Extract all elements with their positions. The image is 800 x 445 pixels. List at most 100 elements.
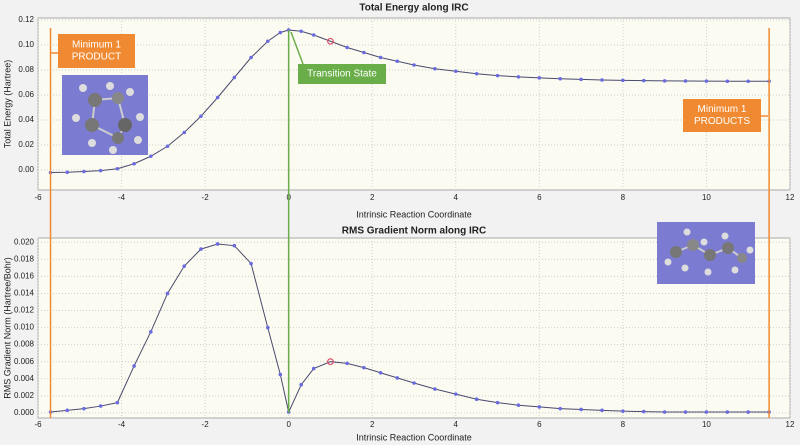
- point: [115, 166, 120, 171]
- point: [82, 406, 86, 411]
- point: [265, 325, 270, 330]
- y-tick-label: 0.018: [14, 254, 35, 263]
- x-tick-label: 8: [621, 420, 626, 429]
- x-tick-label: 4: [454, 193, 459, 202]
- point: [412, 381, 416, 385]
- y-tick-label: 0.00: [18, 165, 34, 174]
- x-tick-label: 10: [702, 420, 711, 429]
- point: [641, 409, 646, 414]
- point: [725, 410, 730, 414]
- point: [182, 130, 187, 135]
- point: [98, 168, 103, 173]
- point: [600, 408, 604, 413]
- point: [746, 79, 751, 84]
- x-tick-label: 8: [621, 193, 626, 202]
- point: [537, 405, 542, 409]
- y-tick-label: 0.016: [14, 271, 35, 280]
- point: [516, 403, 521, 408]
- point: [132, 161, 136, 166]
- y-axis-title: RMS Gradient Norm (Hartree/Bohr): [2, 257, 12, 399]
- point: [600, 78, 604, 82]
- y-tick-label: 0.000: [14, 408, 35, 417]
- x-tick-label: 10: [702, 193, 711, 202]
- point: [82, 169, 86, 174]
- point: [453, 392, 458, 396]
- x-tick-label: -6: [34, 420, 42, 429]
- point: [199, 114, 203, 119]
- y-tick-label: 0.020: [14, 237, 35, 246]
- annotation-text: PRODUCTS: [694, 116, 750, 127]
- point: [149, 330, 153, 334]
- point: [641, 78, 646, 83]
- annotation-box: [683, 99, 761, 132]
- chart-title: RMS Gradient Norm along IRC: [342, 226, 486, 237]
- x-tick-label: 6: [537, 420, 542, 429]
- point: [249, 261, 253, 266]
- x-tick-label: 2: [370, 193, 375, 202]
- y-tick-label: 0.10: [18, 40, 34, 49]
- annotation-text: PRODUCT: [72, 52, 121, 63]
- annotation-text: Minimum 1: [698, 104, 747, 115]
- point: [98, 404, 103, 408]
- point: [704, 79, 709, 83]
- point: [516, 75, 521, 79]
- point: [65, 170, 70, 175]
- x-tick-label: 12: [786, 193, 795, 202]
- point: [725, 79, 730, 84]
- point: [232, 75, 237, 80]
- x-tick-label: 0: [286, 420, 291, 429]
- point: [558, 76, 563, 81]
- y-tick-label: 0.12: [18, 15, 34, 24]
- y-tick-label: 0.02: [18, 140, 34, 149]
- point: [165, 144, 170, 149]
- x-tick-label: 2: [370, 420, 375, 429]
- point: [165, 291, 170, 296]
- point: [149, 154, 153, 159]
- point: [299, 29, 304, 34]
- point: [683, 79, 688, 83]
- molecule-image: [62, 75, 148, 155]
- point: [311, 33, 316, 37]
- point: [278, 30, 283, 35]
- y-tick-label: 0.008: [14, 340, 35, 349]
- y-tick-label: 0.004: [14, 374, 35, 383]
- point: [558, 406, 563, 411]
- point: [662, 79, 667, 83]
- point: [621, 78, 625, 83]
- point: [412, 63, 416, 67]
- point: [299, 382, 304, 387]
- point: [345, 361, 349, 366]
- point: [132, 364, 136, 368]
- molecule-image: [657, 222, 755, 284]
- point: [345, 45, 349, 50]
- point: [495, 400, 500, 405]
- y-tick-label: 0.002: [14, 391, 35, 400]
- y-tick-label: 0.014: [14, 289, 35, 298]
- point: [395, 376, 400, 380]
- point: [579, 77, 583, 82]
- point: [215, 242, 220, 246]
- plot-area: [37, 17, 791, 191]
- annotation-text: Transition State: [307, 69, 377, 80]
- highlighted-point: [327, 37, 334, 45]
- y-tick-label: 0.012: [14, 306, 35, 315]
- point: [199, 247, 203, 251]
- chart-title: Total Energy along IRC: [359, 3, 468, 14]
- annotation-box: [298, 64, 386, 84]
- highlighted-point: [327, 358, 334, 366]
- y-tick-label: 0.06: [18, 90, 34, 99]
- x-tick-label: -4: [118, 193, 126, 202]
- point: [378, 55, 383, 60]
- point: [232, 243, 237, 248]
- point: [182, 264, 187, 268]
- x-tick-label: -2: [202, 420, 210, 429]
- point: [683, 410, 688, 414]
- point: [215, 95, 220, 100]
- point: [537, 76, 542, 80]
- x-tick-label: -2: [202, 193, 210, 202]
- point: [249, 55, 253, 60]
- point: [278, 372, 283, 377]
- point: [746, 410, 751, 414]
- x-axis-title: Intrinsic Reaction Coordinate: [356, 209, 472, 219]
